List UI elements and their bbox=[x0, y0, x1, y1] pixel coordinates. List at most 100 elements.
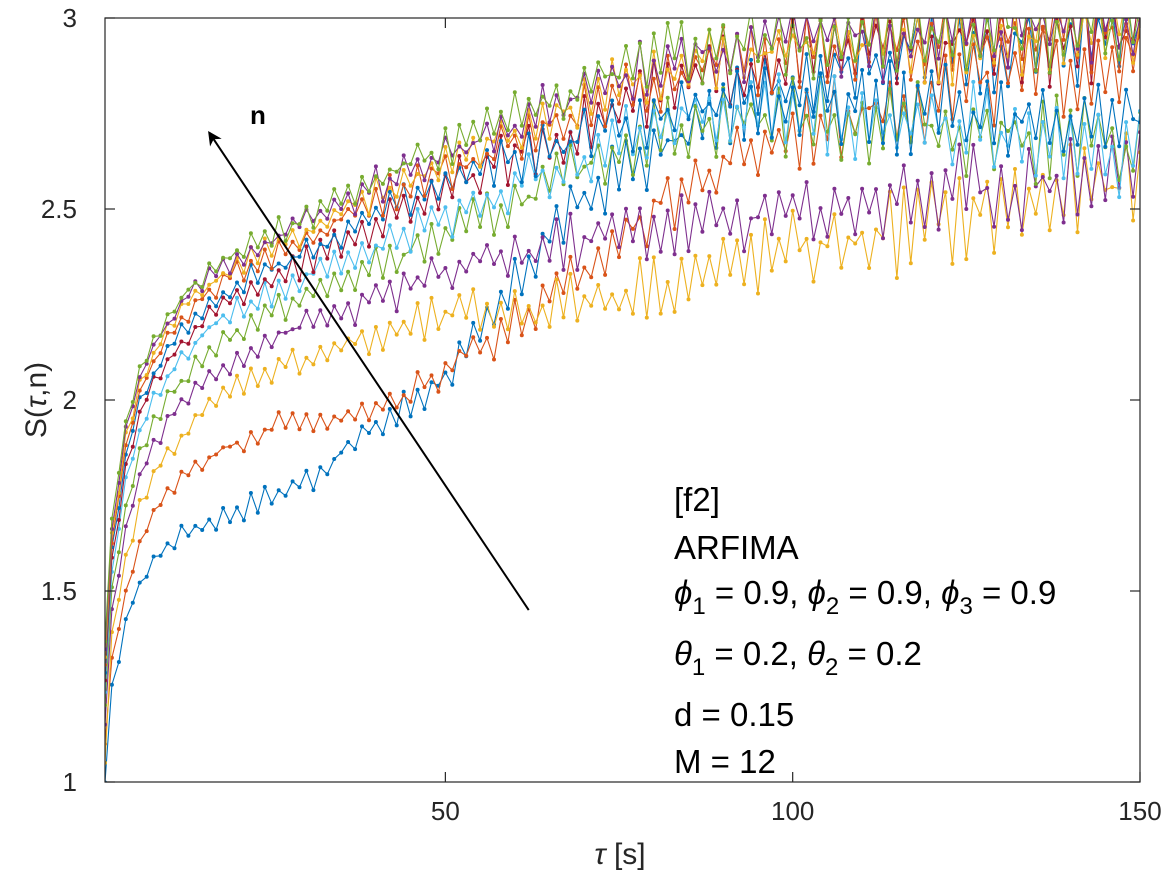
data-point bbox=[499, 189, 503, 193]
data-point bbox=[492, 157, 496, 161]
data-point bbox=[409, 184, 413, 188]
data-point bbox=[992, 61, 996, 65]
data-point bbox=[693, 202, 697, 206]
data-point bbox=[179, 350, 183, 354]
data-point bbox=[770, 47, 774, 51]
data-point bbox=[402, 393, 406, 397]
data-point bbox=[930, 171, 934, 175]
data-point bbox=[610, 292, 614, 296]
data-point bbox=[1006, 225, 1010, 229]
data-point bbox=[1027, 27, 1031, 31]
data-point bbox=[1103, 172, 1107, 176]
data-point bbox=[200, 528, 204, 532]
data-point bbox=[673, 310, 677, 314]
data-point bbox=[1082, 4, 1086, 8]
data-point bbox=[298, 427, 302, 431]
data-point bbox=[457, 162, 461, 166]
data-point bbox=[270, 305, 274, 309]
data-point bbox=[298, 245, 302, 249]
data-point bbox=[895, 153, 899, 157]
data-point bbox=[485, 152, 489, 156]
data-point bbox=[575, 319, 579, 323]
data-point bbox=[492, 262, 496, 266]
data-point bbox=[541, 304, 545, 308]
data-point bbox=[436, 178, 440, 182]
data-point bbox=[812, 237, 816, 241]
data-point bbox=[568, 255, 572, 259]
data-point bbox=[346, 409, 350, 413]
data-point bbox=[325, 217, 329, 221]
data-point bbox=[263, 304, 267, 308]
data-point bbox=[152, 508, 156, 512]
data-point bbox=[846, 196, 850, 200]
phi3-value: = 0.9 bbox=[973, 574, 1056, 611]
data-point bbox=[221, 363, 225, 367]
data-point bbox=[707, 190, 711, 194]
data-point bbox=[957, 90, 961, 94]
data-point bbox=[374, 244, 378, 248]
data-point bbox=[603, 129, 607, 133]
y-tick-label: 2.5 bbox=[41, 194, 77, 224]
data-point bbox=[714, 191, 718, 195]
data-point bbox=[770, 136, 774, 140]
data-point bbox=[1027, 147, 1031, 151]
data-point bbox=[179, 470, 183, 474]
data-point bbox=[756, 292, 760, 296]
data-point bbox=[311, 226, 315, 230]
data-point bbox=[520, 292, 524, 296]
data-point bbox=[555, 217, 559, 221]
data-point bbox=[999, 24, 1003, 28]
data-point bbox=[582, 191, 586, 195]
data-point bbox=[652, 255, 656, 259]
data-point bbox=[1131, 40, 1135, 44]
data-point bbox=[742, 80, 746, 84]
data-point bbox=[450, 286, 454, 290]
data-point bbox=[562, 161, 566, 165]
data-point bbox=[742, 162, 746, 166]
data-point bbox=[367, 273, 371, 277]
data-point bbox=[332, 208, 336, 212]
data-point bbox=[520, 124, 524, 128]
data-point bbox=[402, 161, 406, 165]
data-point bbox=[978, 80, 982, 84]
data-point bbox=[631, 312, 635, 316]
data-point bbox=[603, 237, 607, 241]
data-point bbox=[423, 407, 427, 411]
data-point bbox=[589, 112, 593, 116]
data-point bbox=[367, 189, 371, 193]
data-point bbox=[374, 325, 378, 329]
data-point bbox=[728, 161, 732, 165]
data-point bbox=[235, 328, 239, 332]
data-point bbox=[423, 284, 427, 288]
data-point bbox=[367, 245, 371, 249]
data-point bbox=[166, 414, 170, 418]
data-point bbox=[131, 539, 135, 543]
data-point bbox=[339, 212, 343, 216]
data-point bbox=[888, 1, 892, 5]
data-point bbox=[680, 54, 684, 58]
data-point bbox=[603, 164, 607, 168]
data-point bbox=[770, 232, 774, 236]
data-point bbox=[506, 160, 510, 164]
data-point bbox=[617, 188, 621, 192]
data-point bbox=[964, 41, 968, 45]
data-point bbox=[867, 106, 871, 110]
data-point bbox=[839, 55, 843, 59]
data-point bbox=[381, 299, 385, 303]
data-point bbox=[200, 297, 204, 301]
data-point bbox=[270, 244, 274, 248]
data-point bbox=[909, 78, 913, 82]
data-point bbox=[1027, 131, 1031, 135]
data-point bbox=[1124, 120, 1128, 124]
data-point bbox=[179, 379, 183, 383]
data-point bbox=[1103, 198, 1107, 202]
data-point bbox=[749, 7, 753, 11]
data-point bbox=[923, 81, 927, 85]
data-point bbox=[610, 84, 614, 88]
data-point bbox=[673, 128, 677, 132]
data-point bbox=[430, 179, 434, 183]
data-point bbox=[367, 213, 371, 217]
data-point bbox=[256, 511, 260, 515]
data-point bbox=[506, 139, 510, 143]
data-point bbox=[555, 139, 559, 143]
